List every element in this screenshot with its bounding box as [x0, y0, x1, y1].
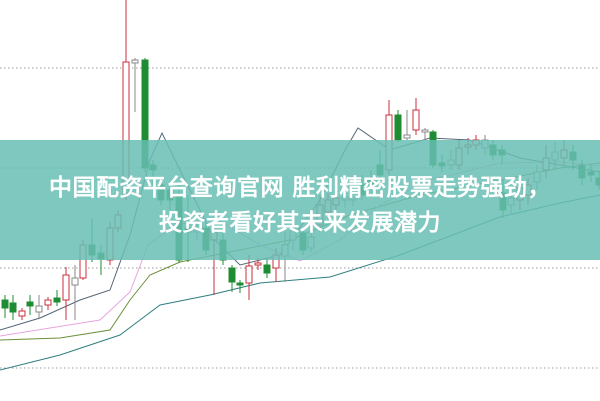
candle-down	[1, 299, 9, 309]
headline-line-1: 中国配资平台查询官网 胜利精密股票走势强劲，	[48, 175, 551, 201]
candle-down	[263, 264, 271, 274]
candle-up	[254, 262, 262, 266]
candle-down	[228, 267, 236, 283]
moving-average-line	[0, 127, 600, 331]
candle-down	[53, 297, 61, 303]
candle-up	[35, 305, 43, 313]
candle-up	[412, 109, 420, 131]
candle-up	[62, 274, 70, 301]
candle-up	[245, 265, 253, 284]
headline-line-2: 投资者看好其未来发展潜力	[159, 210, 441, 236]
candle-up	[44, 299, 52, 306]
candle-down	[9, 302, 17, 313]
candle-down	[394, 114, 402, 141]
candle-up	[403, 134, 411, 139]
candle-up	[18, 310, 26, 317]
candle-down	[26, 301, 34, 307]
candle-up	[421, 129, 429, 133]
headline-banner	[0, 140, 600, 260]
candle-down	[236, 282, 244, 286]
candle-up	[71, 277, 79, 286]
candle-up	[131, 59, 139, 64]
